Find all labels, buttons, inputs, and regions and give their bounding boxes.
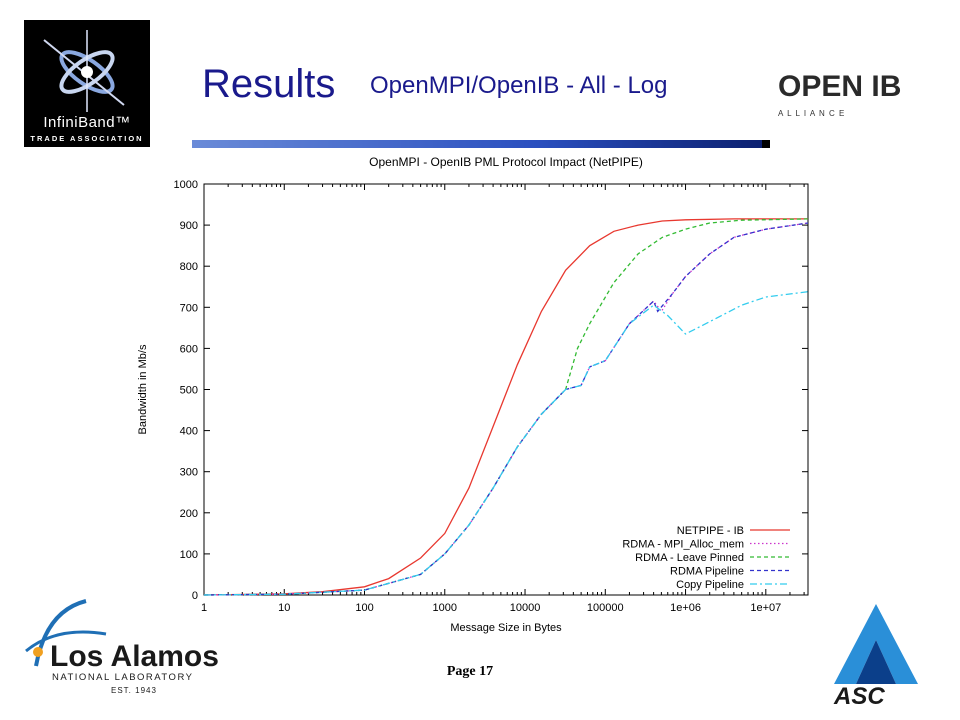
openib-logo: OPEN IB A L L I A N C E: [778, 70, 901, 118]
title-underline-end: [762, 140, 770, 148]
y-tick-label: 700: [180, 302, 198, 314]
lanl-established: EST. 1943: [111, 686, 157, 695]
asc-word: ASC: [833, 683, 885, 710]
lanl-name: Los Alamos: [50, 640, 219, 673]
x-axis-label: Message Size in Bytes: [450, 622, 562, 634]
legend-label: RDMA - Leave Pinned: [635, 552, 744, 564]
lanl-subtitle: NATIONAL LABORATORY: [52, 672, 193, 683]
y-tick-label: 800: [180, 261, 198, 273]
lanl-logo: Los Alamos NATIONAL LABORATORY EST. 1943: [25, 599, 219, 695]
x-tick-label: 10000: [510, 602, 541, 614]
y-tick-label: 900: [180, 220, 198, 232]
legend-label: RDMA - MPI_Alloc_mem: [622, 539, 744, 551]
x-tick-label: 1000: [433, 602, 457, 614]
openib-subtitle: A L L I A N C E: [778, 109, 845, 118]
legend-label: Copy Pipeline: [676, 579, 744, 591]
x-tick-label: 1: [201, 602, 207, 614]
y-axis-label: Bandwidth in Mb/s: [137, 344, 149, 434]
y-tick-label: 300: [180, 467, 198, 479]
bandwidth-chart: OpenMPI - OpenIB PML Protocol Impact (Ne…: [137, 155, 809, 634]
legend-label: RDMA Pipeline: [670, 566, 744, 578]
x-tick-label: 1e+06: [670, 602, 701, 614]
series-line-5: [203, 291, 809, 596]
y-tick-label: 1000: [174, 179, 198, 191]
legend-label: NETPIPE - IB: [677, 525, 744, 537]
slide-subtitle: OpenMPI/OpenIB - All - Log: [370, 72, 668, 99]
y-tick-label: 400: [180, 426, 198, 438]
x-tick-label: 100000: [587, 602, 624, 614]
y-tick-label: 100: [180, 549, 198, 561]
title-underline-bar: [192, 140, 768, 148]
series-line-4: [203, 222, 809, 596]
x-tick-label: 10: [278, 602, 290, 614]
openib-word: OPEN IB: [778, 70, 901, 103]
y-tick-label: 500: [180, 385, 198, 397]
y-tick-label: 600: [180, 343, 198, 355]
infiniband-subtitle: TRADE ASSOCIATION: [30, 134, 144, 143]
infiniband-name: InfiniBand™: [43, 114, 131, 131]
page-number: Page 17: [446, 664, 494, 679]
asc-triangle-icon: [834, 604, 918, 684]
infiniband-logo: InfiniBand™ TRADE ASSOCIATION: [24, 20, 150, 147]
y-tick-label: 0: [192, 590, 198, 602]
chart-title: OpenMPI - OpenIB PML Protocol Impact (Ne…: [369, 155, 643, 169]
infiniband-emblem-icon: [43, 30, 125, 112]
x-tick-label: 100: [355, 602, 373, 614]
lanl-dot-icon: [33, 647, 43, 657]
y-tick-label: 200: [180, 508, 198, 520]
asc-logo: ASC: [833, 604, 918, 710]
series-line-1: [203, 218, 808, 596]
x-tick-label: 1e+07: [750, 602, 781, 614]
slide-title: Results: [202, 62, 336, 106]
